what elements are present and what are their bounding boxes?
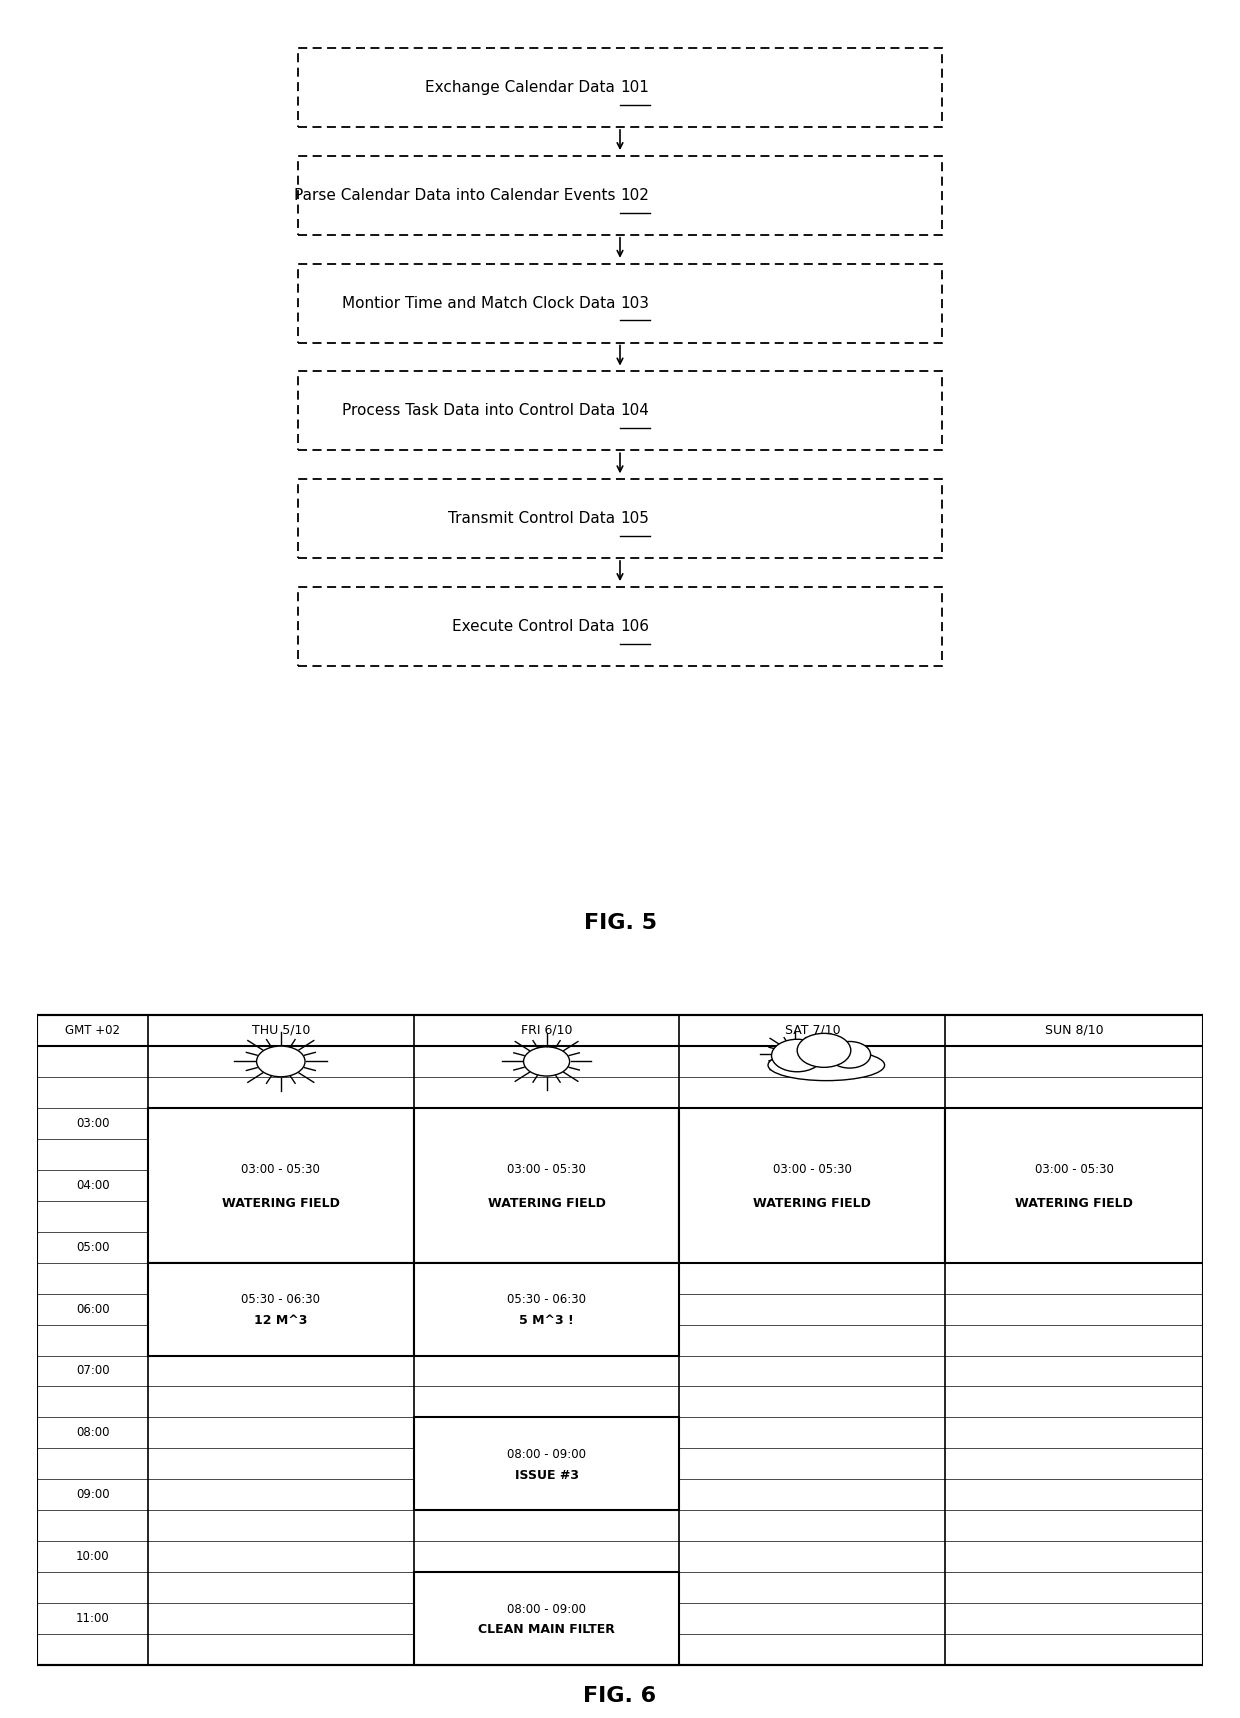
Text: CLEAN MAIN FILTER: CLEAN MAIN FILTER xyxy=(479,1624,615,1636)
Text: 07:00: 07:00 xyxy=(76,1364,109,1378)
Bar xyxy=(37,1015,1203,1665)
Circle shape xyxy=(776,1043,813,1065)
Circle shape xyxy=(523,1046,569,1075)
Text: 03:00 - 05:30: 03:00 - 05:30 xyxy=(773,1163,852,1177)
Text: 03:00 - 05:30: 03:00 - 05:30 xyxy=(1034,1163,1114,1177)
Bar xyxy=(945,1108,1203,1263)
Text: 03:00 - 05:30: 03:00 - 05:30 xyxy=(507,1163,587,1177)
Text: 102: 102 xyxy=(620,187,649,203)
Bar xyxy=(37,1015,1203,1665)
FancyBboxPatch shape xyxy=(298,48,942,127)
Text: 105: 105 xyxy=(620,510,649,526)
Text: 03:00: 03:00 xyxy=(76,1117,109,1130)
Text: 08:00 - 09:00: 08:00 - 09:00 xyxy=(507,1603,587,1617)
Text: Montior Time and Match Clock Data: Montior Time and Match Clock Data xyxy=(342,295,620,311)
FancyBboxPatch shape xyxy=(298,263,942,342)
Text: 08:00: 08:00 xyxy=(76,1426,109,1440)
Bar xyxy=(414,1108,680,1263)
Text: GMT +02: GMT +02 xyxy=(64,1024,120,1038)
Text: FRI 6/10: FRI 6/10 xyxy=(521,1024,573,1038)
Bar xyxy=(148,1108,414,1263)
Text: 05:30 - 06:30: 05:30 - 06:30 xyxy=(242,1294,320,1306)
Text: 104: 104 xyxy=(620,404,649,417)
Text: 11:00: 11:00 xyxy=(76,1611,109,1625)
Circle shape xyxy=(257,1046,305,1077)
Text: 10:00: 10:00 xyxy=(76,1550,109,1563)
Text: 04:00: 04:00 xyxy=(76,1179,109,1192)
Bar xyxy=(148,1263,414,1356)
Text: 103: 103 xyxy=(620,295,649,311)
Text: FIG. 5: FIG. 5 xyxy=(584,914,656,933)
Text: 103: 103 xyxy=(620,295,649,311)
Text: 05:30 - 06:30: 05:30 - 06:30 xyxy=(507,1294,587,1306)
Text: ISSUE #3: ISSUE #3 xyxy=(515,1469,579,1481)
Circle shape xyxy=(797,1033,851,1067)
Ellipse shape xyxy=(768,1050,884,1081)
Text: 102: 102 xyxy=(620,187,649,203)
Text: WATERING FIELD: WATERING FIELD xyxy=(1016,1197,1133,1209)
FancyBboxPatch shape xyxy=(298,156,942,235)
Bar xyxy=(414,1572,680,1665)
Text: 03:00 - 05:30: 03:00 - 05:30 xyxy=(242,1163,320,1177)
Text: 08:00 - 09:00: 08:00 - 09:00 xyxy=(507,1448,587,1460)
Text: Transmit Control Data: Transmit Control Data xyxy=(448,510,620,526)
Text: Execute Control Data: Execute Control Data xyxy=(453,618,620,634)
Text: SUN 8/10: SUN 8/10 xyxy=(1044,1024,1104,1038)
Text: WATERING FIELD: WATERING FIELD xyxy=(754,1197,872,1209)
Bar xyxy=(414,1263,680,1356)
Text: 106: 106 xyxy=(620,618,649,634)
Text: 5 M^3 !: 5 M^3 ! xyxy=(520,1314,574,1326)
Text: 106: 106 xyxy=(620,618,649,634)
Text: 12 M^3: 12 M^3 xyxy=(254,1314,308,1326)
Bar xyxy=(680,1108,945,1263)
Text: 101: 101 xyxy=(620,81,649,94)
Text: 05:00: 05:00 xyxy=(76,1240,109,1254)
Text: FIG. 6: FIG. 6 xyxy=(584,1685,656,1706)
Text: WATERING FIELD: WATERING FIELD xyxy=(487,1197,605,1209)
Text: 09:00: 09:00 xyxy=(76,1488,109,1502)
FancyBboxPatch shape xyxy=(298,588,942,667)
Text: THU 5/10: THU 5/10 xyxy=(252,1024,310,1038)
Circle shape xyxy=(771,1039,823,1072)
FancyBboxPatch shape xyxy=(298,479,942,558)
Text: 104: 104 xyxy=(620,404,649,417)
Text: Exchange Calendar Data: Exchange Calendar Data xyxy=(425,81,620,94)
FancyBboxPatch shape xyxy=(298,371,942,450)
Text: 105: 105 xyxy=(620,510,649,526)
Text: WATERING FIELD: WATERING FIELD xyxy=(222,1197,340,1209)
Text: Parse Calendar Data into Calendar Events: Parse Calendar Data into Calendar Events xyxy=(294,187,620,203)
Text: 101: 101 xyxy=(620,81,649,94)
Text: SAT 7/10: SAT 7/10 xyxy=(785,1024,841,1038)
Circle shape xyxy=(828,1041,870,1069)
Text: Process Task Data into Control Data: Process Task Data into Control Data xyxy=(342,404,620,417)
Text: 06:00: 06:00 xyxy=(76,1302,109,1316)
Bar xyxy=(414,1417,680,1510)
